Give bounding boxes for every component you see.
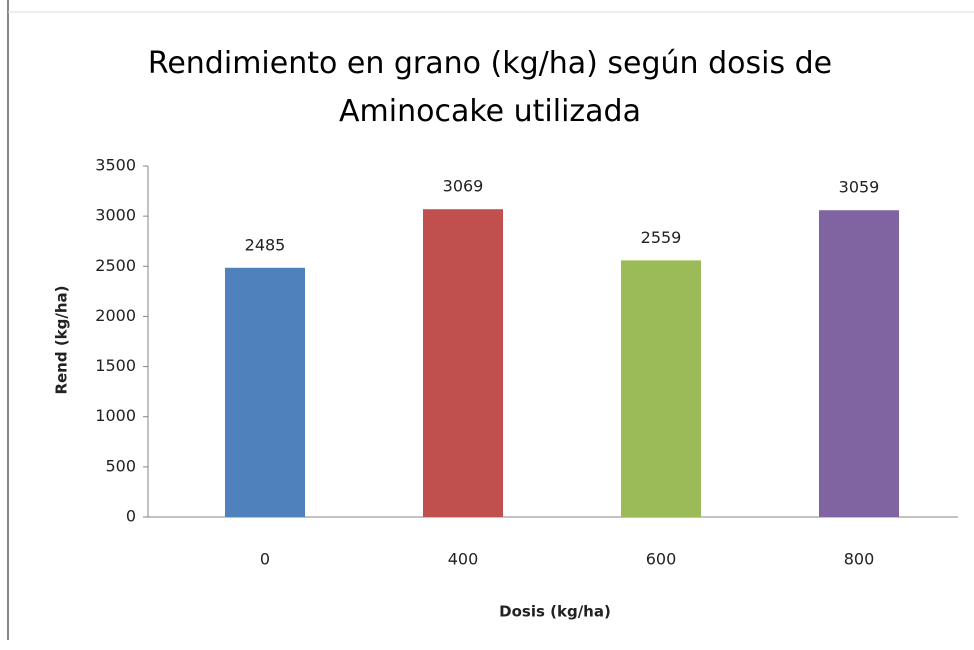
x-tick-label: 600 (646, 550, 677, 569)
data-label: 2559 (641, 228, 682, 247)
x-tick-label: 800 (844, 550, 875, 569)
data-label: 3059 (839, 178, 880, 197)
y-tick-label: 500 (105, 456, 136, 475)
y-tick-label: 1000 (95, 406, 136, 425)
x-axis-label: Dosis (kg/ha) (499, 603, 611, 621)
y-tick-label: 0 (126, 507, 136, 526)
bar (819, 210, 899, 517)
y-tick-label: 2500 (95, 256, 136, 275)
bar (423, 209, 503, 517)
y-axis-label: Rend (kg/ha) (53, 285, 71, 394)
y-tick-label: 3000 (95, 206, 136, 225)
y-tick-label: 1500 (95, 356, 136, 375)
y-tick-label: 3500 (95, 156, 136, 175)
chart-title: Rendimiento en grano (kg/ha) según dosis… (147, 46, 833, 129)
bar (621, 260, 701, 517)
bar (225, 267, 305, 517)
x-tick-label: 0 (260, 550, 270, 569)
data-label: 2485 (245, 235, 286, 254)
y-tick-label: 2000 (95, 306, 136, 325)
x-tick-label: 400 (448, 550, 479, 569)
data-label: 3069 (443, 177, 484, 196)
